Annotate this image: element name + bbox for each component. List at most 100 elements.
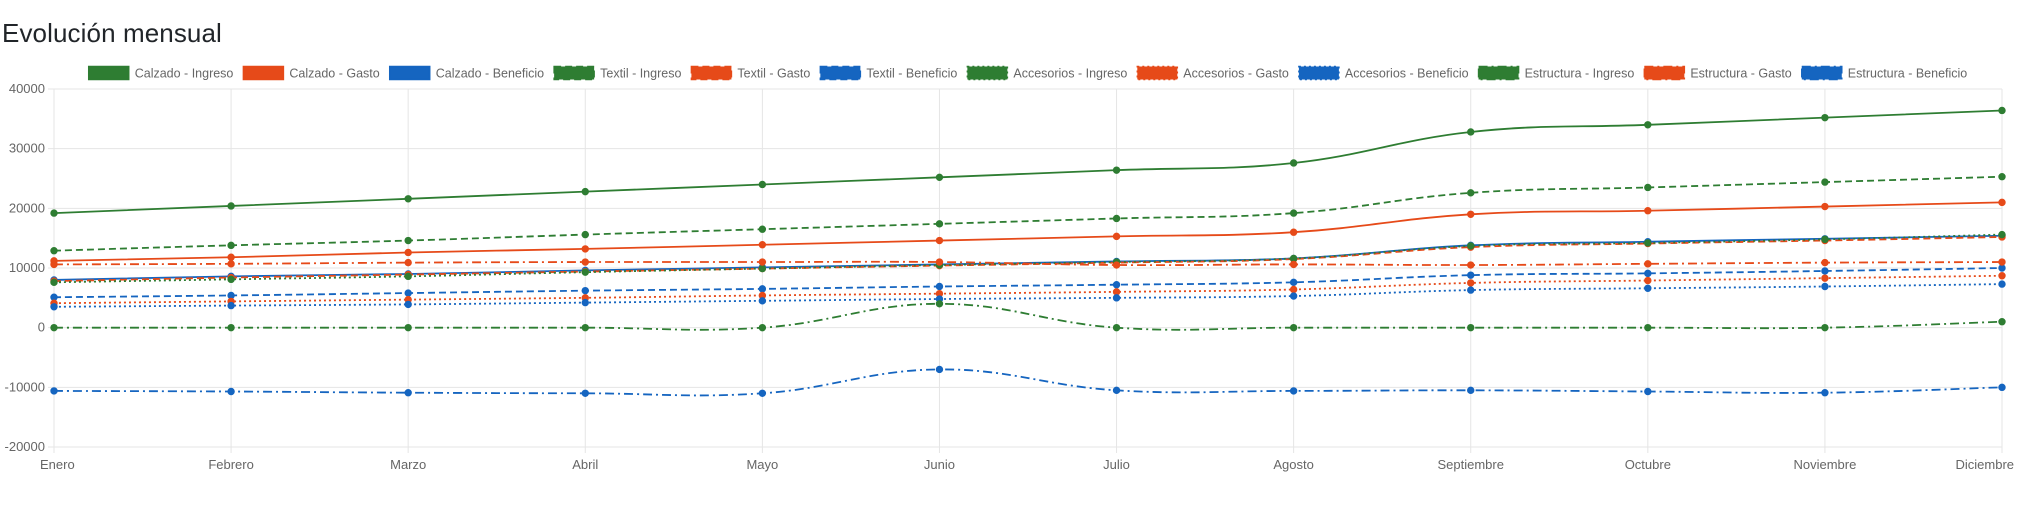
legend-swatch <box>690 65 733 81</box>
data-point <box>581 230 589 239</box>
data-point <box>758 389 767 397</box>
series-line <box>53 368 2003 397</box>
legend-swatch <box>388 65 431 81</box>
data-point <box>227 301 235 310</box>
data-point <box>1112 214 1121 223</box>
data-point <box>50 323 58 332</box>
data-point <box>1112 261 1121 269</box>
data-point <box>1998 198 2006 207</box>
series-lines <box>53 109 2003 397</box>
data-point <box>1467 128 1475 136</box>
legend-item[interactable]: Accesorios - Gasto <box>1136 65 1289 81</box>
legend-item[interactable]: Calzado - Gasto <box>242 65 380 81</box>
data-point <box>758 241 767 249</box>
data-point <box>1821 323 1829 332</box>
legend-swatch <box>1477 65 1520 81</box>
data-point <box>1289 292 1298 300</box>
series-line <box>53 260 2003 267</box>
legend-item[interactable]: Textil - Gasto <box>690 65 810 81</box>
legend-label: Textil - Ingreso <box>600 67 681 81</box>
data-point <box>1467 261 1475 269</box>
legend-item[interactable]: Accesorios - Beneficio <box>1298 65 1469 81</box>
data-point <box>404 248 412 257</box>
data-point <box>50 246 58 255</box>
data-point <box>50 387 58 395</box>
data-point <box>581 187 589 196</box>
legend-swatch <box>819 65 862 81</box>
legend-item[interactable]: Calzado - Ingreso <box>87 65 234 81</box>
data-point <box>1289 228 1298 236</box>
data-point <box>1467 210 1475 219</box>
legend[interactable]: Calzado - Ingreso Calzado - Gasto Calzado … <box>87 65 1968 81</box>
data-point <box>1998 264 2006 272</box>
data-point <box>1644 387 1652 396</box>
data-point <box>935 282 944 291</box>
data-point <box>1112 281 1121 289</box>
data-point <box>50 209 58 217</box>
series-line <box>53 302 2003 331</box>
grid-lines <box>48 88 2003 453</box>
series-line <box>53 175 2003 252</box>
legend-swatch <box>242 65 285 81</box>
y-tick-label: 0 <box>38 320 45 335</box>
data-point <box>1821 202 1829 211</box>
legend-item[interactable]: Accesorios - Ingreso <box>966 65 1127 81</box>
legend-item[interactable]: Estructura - Gasto <box>1643 65 1792 81</box>
x-tick-label: Marzo <box>390 457 426 472</box>
data-point <box>1289 387 1298 395</box>
data-point <box>935 173 944 182</box>
data-point <box>1998 258 2006 266</box>
data-point <box>758 225 767 233</box>
legend-swatch <box>1643 65 1686 81</box>
data-point <box>581 268 589 276</box>
legend-item[interactable]: Textil - Ingreso <box>553 65 681 81</box>
x-tick-label: Abril <box>572 457 598 472</box>
data-point <box>935 258 944 266</box>
series-line <box>53 267 2003 299</box>
data-point <box>1644 121 1652 129</box>
data-point <box>1467 286 1475 294</box>
data-point <box>1112 294 1121 302</box>
legend-swatch <box>1136 65 1179 81</box>
legend-label: Textil - Gasto <box>737 67 810 81</box>
data-point <box>581 258 589 266</box>
x-tick-label: Agosto <box>1273 457 1313 472</box>
x-tick-label: Noviembre <box>1793 457 1856 472</box>
data-point <box>1467 242 1475 250</box>
legend-label: Estructura - Beneficio <box>1848 67 1968 81</box>
data-point <box>50 303 58 311</box>
data-point <box>1112 288 1121 296</box>
data-point <box>1644 239 1652 247</box>
data-point <box>404 289 412 297</box>
data-point <box>1821 274 1829 282</box>
data-point <box>1289 254 1298 263</box>
data-point <box>758 258 767 266</box>
data-point <box>1467 323 1475 332</box>
data-point <box>581 245 589 253</box>
data-point <box>1289 278 1298 287</box>
x-tick-label: Enero <box>40 457 75 472</box>
data-point <box>935 236 944 245</box>
data-point <box>935 365 944 374</box>
legend-item[interactable]: Textil - Beneficio <box>819 65 957 81</box>
data-point <box>1112 386 1121 395</box>
y-tick-label: -10000 <box>5 379 45 394</box>
data-point <box>404 389 412 397</box>
data-point <box>1821 282 1829 291</box>
data-point <box>935 220 944 228</box>
y-axis: 40000 30000 20000 10000 0 -10000 -20000 <box>5 81 45 454</box>
y-tick-label: 10000 <box>9 260 45 275</box>
legend-label: Textil - Beneficio <box>866 67 957 81</box>
data-point <box>1998 173 2006 181</box>
data-point <box>758 180 767 189</box>
legend-item[interactable]: Estructura - Ingreso <box>1477 65 1635 81</box>
data-point <box>404 236 412 245</box>
x-tick-label: Junio <box>924 457 955 472</box>
data-point <box>1644 276 1652 285</box>
data-point <box>581 286 589 295</box>
legend-item[interactable]: Estructura - Beneficio <box>1801 65 1968 81</box>
legend-item[interactable]: Calzado - Beneficio <box>388 65 544 81</box>
data-point <box>227 291 235 300</box>
series-line <box>53 109 2003 215</box>
x-tick-label: Octubre <box>1625 457 1671 472</box>
